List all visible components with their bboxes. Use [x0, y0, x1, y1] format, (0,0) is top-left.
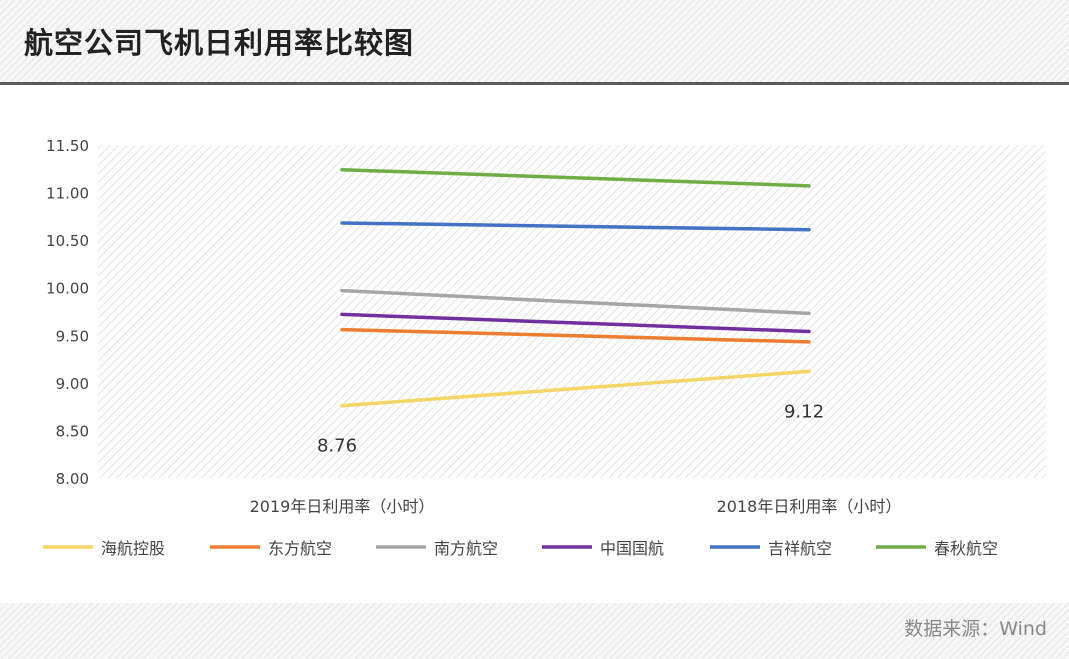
series-line-1 — [340, 369, 811, 408]
legend-label: 吉祥航空 — [768, 539, 832, 558]
series-line-2 — [340, 327, 811, 344]
plot-area — [98, 145, 1046, 478]
y-tick-label: 11.00 — [46, 185, 89, 203]
y-axis: 8.00 8.50 9.00 9.50 10.00 10.50 11.00 11.50 — [46, 137, 89, 488]
data-label: 9.12 — [784, 401, 824, 422]
legend-label: 东方航空 — [268, 539, 332, 558]
header-band — [0, 0, 1069, 82]
legend: 海航控股 东方航空 南方航空 中国国航 吉祥航空 春秋航空 — [43, 539, 998, 558]
series-line-4 — [340, 312, 811, 334]
x-category-label: 2019年日利用率（小时） — [250, 497, 435, 516]
series-line-6 — [340, 167, 811, 188]
y-tick-label: 8.00 — [56, 470, 89, 488]
footer-band — [0, 603, 1069, 659]
series-line-3 — [340, 288, 811, 316]
y-tick-label: 8.50 — [56, 422, 89, 440]
legend-label: 春秋航空 — [934, 539, 998, 558]
series-lines — [340, 167, 811, 408]
y-tick-label: 11.50 — [46, 137, 89, 155]
y-tick-label: 10.50 — [46, 232, 89, 250]
header-divider — [0, 82, 1069, 85]
y-tick-label: 9.00 — [56, 375, 89, 393]
source-note: 数据来源：Wind — [904, 618, 1047, 640]
page-title: 航空公司飞机日利用率比较图 — [24, 26, 415, 60]
legend-label: 海航控股 — [101, 539, 165, 558]
data-labels: 8.76 9.12 — [317, 401, 824, 456]
legend-label: 中国国航 — [600, 539, 664, 558]
y-tick-label: 9.50 — [56, 327, 89, 345]
y-tick-label: 10.00 — [46, 280, 89, 298]
legend-label: 南方航空 — [434, 539, 498, 558]
x-axis: 2019年日利用率（小时） 2018年日利用率（小时） — [250, 497, 902, 516]
series-line-5 — [340, 221, 811, 232]
x-category-label: 2018年日利用率（小时） — [717, 497, 902, 516]
line-chart: 8.00 8.50 9.00 9.50 10.00 10.50 11.00 11.50 201… — [43, 137, 1046, 558]
data-label: 8.76 — [317, 436, 357, 457]
